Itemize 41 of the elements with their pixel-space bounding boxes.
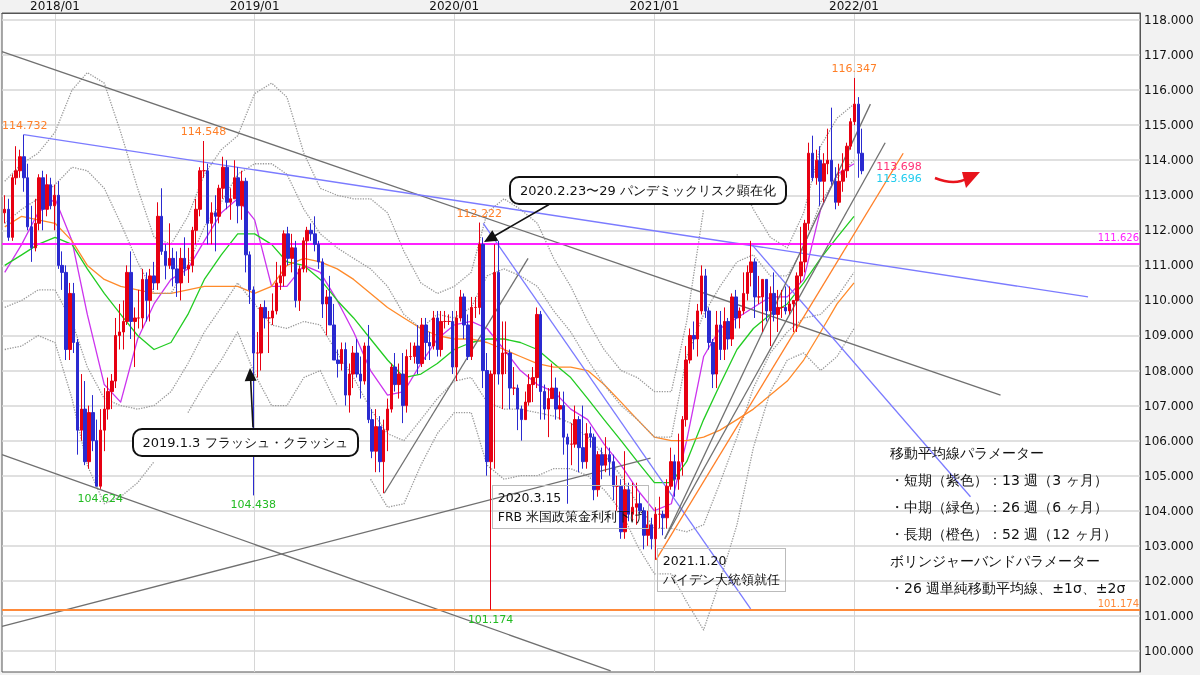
ref-line-label: 111.626 — [1097, 231, 1139, 243]
annotation: 移動平均線パラメーター — [890, 444, 1044, 462]
y-tick-label: 102.000 — [1144, 573, 1194, 588]
annotation: 114.548 — [180, 125, 227, 138]
x-tick-label: 2020/01 — [429, 0, 480, 13]
y-tick-label: 114.000 — [1144, 153, 1194, 168]
annotation: 2019.1.3 フラッシュ・クラッシュ — [131, 427, 359, 457]
annotation: 2020.2.23〜29 パンデミックリスク顕在化 — [509, 175, 787, 205]
y-tick-label: 101.000 — [1144, 608, 1194, 623]
annotation: 114.732 — [2, 118, 48, 132]
y-tick-label: 115.000 — [1144, 118, 1194, 133]
ref-line-label: 101.174 — [1097, 598, 1139, 610]
y-tick-label: 109.000 — [1144, 328, 1194, 343]
y-tick-label: 117.000 — [1144, 48, 1194, 63]
x-tick-label: 2019/01 — [229, 0, 280, 13]
y-tick-label: 110.000 — [1144, 293, 1194, 308]
annotation: 101.174 — [467, 612, 514, 626]
y-tick-label: 100.000 — [1144, 643, 1194, 658]
annotation: ・26 週単純移動平均線、±1σ、±2σ — [890, 579, 1126, 597]
annotation: 2021.1.20 バイデン大統領就任 — [656, 547, 786, 592]
y-tick-label: 118.000 — [1144, 13, 1194, 28]
annotation: 104.624 — [77, 491, 123, 505]
y-tick-label: 105.000 — [1144, 468, 1194, 483]
x-tick-label: 2018/01 — [30, 0, 80, 13]
y-tick-label: 108.000 — [1144, 363, 1194, 378]
y-tick-label: 107.000 — [1144, 398, 1194, 413]
y-tick-label: 116.000 — [1144, 83, 1194, 98]
y-tick-label: 106.000 — [1144, 433, 1194, 448]
annotation: ・長期（橙色）：52 週（12 ヶ月） — [890, 525, 1117, 543]
y-tick-label: 111.000 — [1144, 258, 1194, 273]
x-tick-label: 2022/01 — [829, 0, 879, 13]
y-tick-label: 112.000 — [1144, 223, 1194, 238]
annotation: ・短期（紫色）：13 週（3 ヶ月） — [890, 471, 1108, 489]
annotation: 116.347 — [831, 61, 878, 75]
y-tick-label: 103.000 — [1144, 538, 1194, 553]
annotation: ・中期（緑色）：26 週（6 ヶ月） — [890, 498, 1108, 516]
y-tick-label: 104.000 — [1144, 503, 1194, 518]
y-tick-label: 113.000 — [1144, 188, 1194, 203]
x-tick-label: 2021/01 — [629, 0, 680, 13]
annotation: ボリンジャーバンドパラメーター — [890, 552, 1100, 570]
annotation: 104.438 — [230, 498, 277, 512]
